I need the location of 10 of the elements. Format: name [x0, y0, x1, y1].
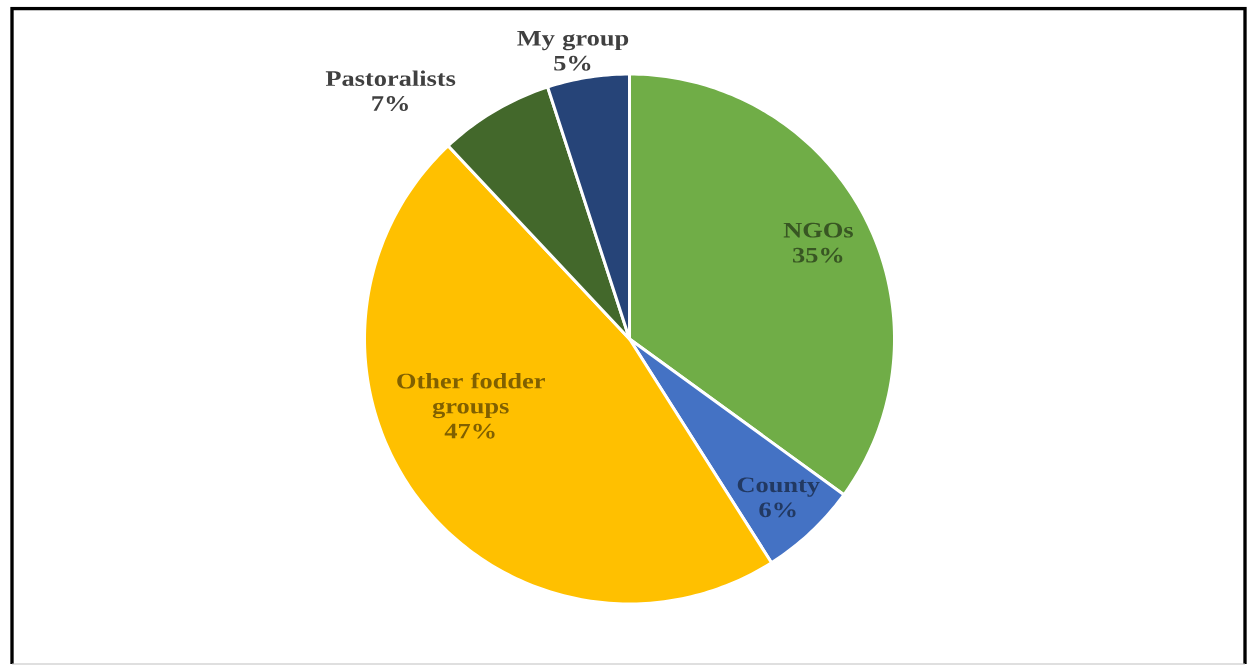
slice-label: My group — [517, 31, 629, 51]
slice-label: County — [737, 477, 820, 497]
slice-label: Pastoralists — [325, 70, 456, 86]
data-label: 47% — [444, 423, 495, 439]
data-label: 5% — [554, 55, 591, 71]
slice-label: Other fodder groups — [397, 372, 545, 419]
data-label: 6% — [759, 502, 796, 518]
data-label: 7% — [372, 96, 408, 112]
data-label: 35% — [792, 247, 843, 263]
slice-label: NGOs — [783, 222, 853, 238]
